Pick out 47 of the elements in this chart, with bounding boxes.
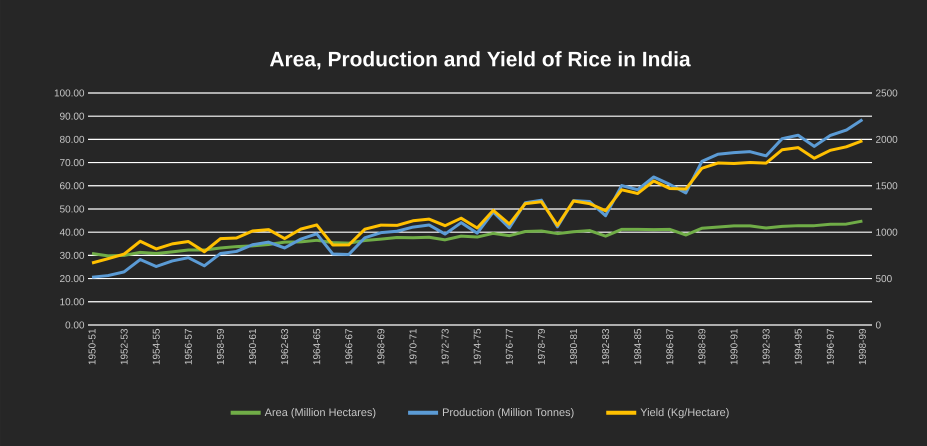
y-tick-label: 20.00 — [60, 275, 84, 282]
x-tick-label: 1972-73 — [442, 328, 449, 364]
y2-tick-label: 1500 — [876, 182, 898, 190]
line-series — [90, 139, 864, 264]
x-tick-label: 1968-69 — [377, 328, 384, 364]
x-tick-label: 1980-81 — [570, 328, 578, 364]
y-tick-label: 90.00 — [60, 112, 84, 120]
x-tick-label: 1992-93 — [762, 328, 770, 364]
x-tick-label: 1988-89 — [698, 328, 706, 364]
y-tick-label: 10.00 — [60, 298, 84, 306]
x-tick-label: 1954-55 — [152, 328, 160, 364]
x-tick-label: 1952-53 — [120, 328, 128, 364]
y-tick-label: 70.00 — [60, 159, 84, 166]
y-tick-label: 60.00 — [60, 182, 84, 190]
x-tick-label: 1958-59 — [216, 328, 224, 364]
y-tick-label: 80.00 — [60, 136, 84, 143]
chart-title: Area, Production and Yield of Rice in India — [270, 51, 691, 70]
x-tick-label: 1978-79 — [538, 328, 545, 364]
y2-tick-label: 2500 — [876, 89, 898, 97]
x-tick-label: 1964-65 — [313, 328, 320, 364]
x-tick-label: 1984-85 — [634, 328, 642, 364]
y2-tick-label: 0 — [876, 321, 881, 329]
y-tick-label: 100.00 — [54, 89, 84, 97]
x-tick-label: 1982-83 — [602, 328, 610, 364]
x-tick-label: 1970-71 — [409, 328, 417, 364]
x-tick-label: 1986-87 — [666, 329, 674, 364]
y-tick-label: 0.00 — [65, 321, 84, 329]
x-tick-label: 1960-61 — [248, 328, 256, 364]
x-tick-label: 1994-95 — [794, 328, 802, 364]
x-tick-label: 1974-75 — [474, 328, 481, 364]
x-tick-label: 1976-77 — [506, 329, 513, 364]
y-tick-label: 30.00 — [60, 252, 84, 259]
x-tick-label: 1950-51 — [88, 328, 96, 364]
x-tick-label: 1996-97 — [826, 329, 834, 364]
y2-tick-label: 1000 — [876, 228, 898, 236]
y-tick-label: 40.00 — [60, 228, 84, 236]
y2-tick-label: 2000 — [876, 136, 898, 143]
x-tick-label: 1956-57 — [184, 329, 192, 364]
y-tick-label: 50.00 — [60, 205, 84, 213]
legend-label: Production (Million Tonnes) — [442, 408, 574, 418]
x-tick-label: 1990-91 — [730, 328, 738, 364]
x-tick-label: 1998-99 — [858, 328, 866, 364]
legend-label: Area (Million Hectares) — [264, 408, 376, 418]
x-tick-label: 1966-67 — [345, 329, 352, 364]
x-tick-label: 1962-63 — [281, 328, 288, 364]
legend-label: Yield (Kg/Hectare) — [640, 408, 729, 418]
y2-tick-label: 500 — [876, 275, 892, 282]
